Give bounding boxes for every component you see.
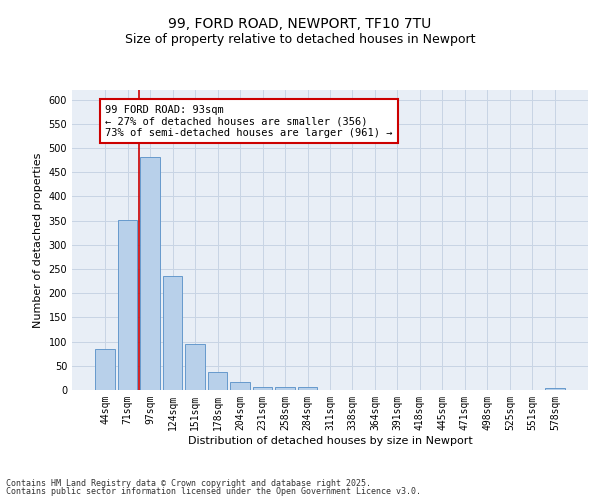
Text: 99, FORD ROAD, NEWPORT, TF10 7TU: 99, FORD ROAD, NEWPORT, TF10 7TU — [169, 18, 431, 32]
Bar — [275, 387, 295, 390]
Bar — [545, 388, 565, 390]
Bar — [140, 158, 160, 390]
Bar — [118, 220, 137, 390]
Bar — [298, 386, 317, 390]
Bar — [253, 386, 272, 390]
Text: Size of property relative to detached houses in Newport: Size of property relative to detached ho… — [125, 32, 475, 46]
Bar — [185, 344, 205, 390]
Y-axis label: Number of detached properties: Number of detached properties — [33, 152, 43, 328]
Text: Contains HM Land Registry data © Crown copyright and database right 2025.: Contains HM Land Registry data © Crown c… — [6, 478, 371, 488]
Text: Contains public sector information licensed under the Open Government Licence v3: Contains public sector information licen… — [6, 487, 421, 496]
Bar — [230, 382, 250, 390]
Bar — [95, 349, 115, 390]
X-axis label: Distribution of detached houses by size in Newport: Distribution of detached houses by size … — [188, 436, 472, 446]
Bar — [208, 372, 227, 390]
Bar — [163, 276, 182, 390]
Text: 99 FORD ROAD: 93sqm
← 27% of detached houses are smaller (356)
73% of semi-detac: 99 FORD ROAD: 93sqm ← 27% of detached ho… — [106, 104, 393, 138]
